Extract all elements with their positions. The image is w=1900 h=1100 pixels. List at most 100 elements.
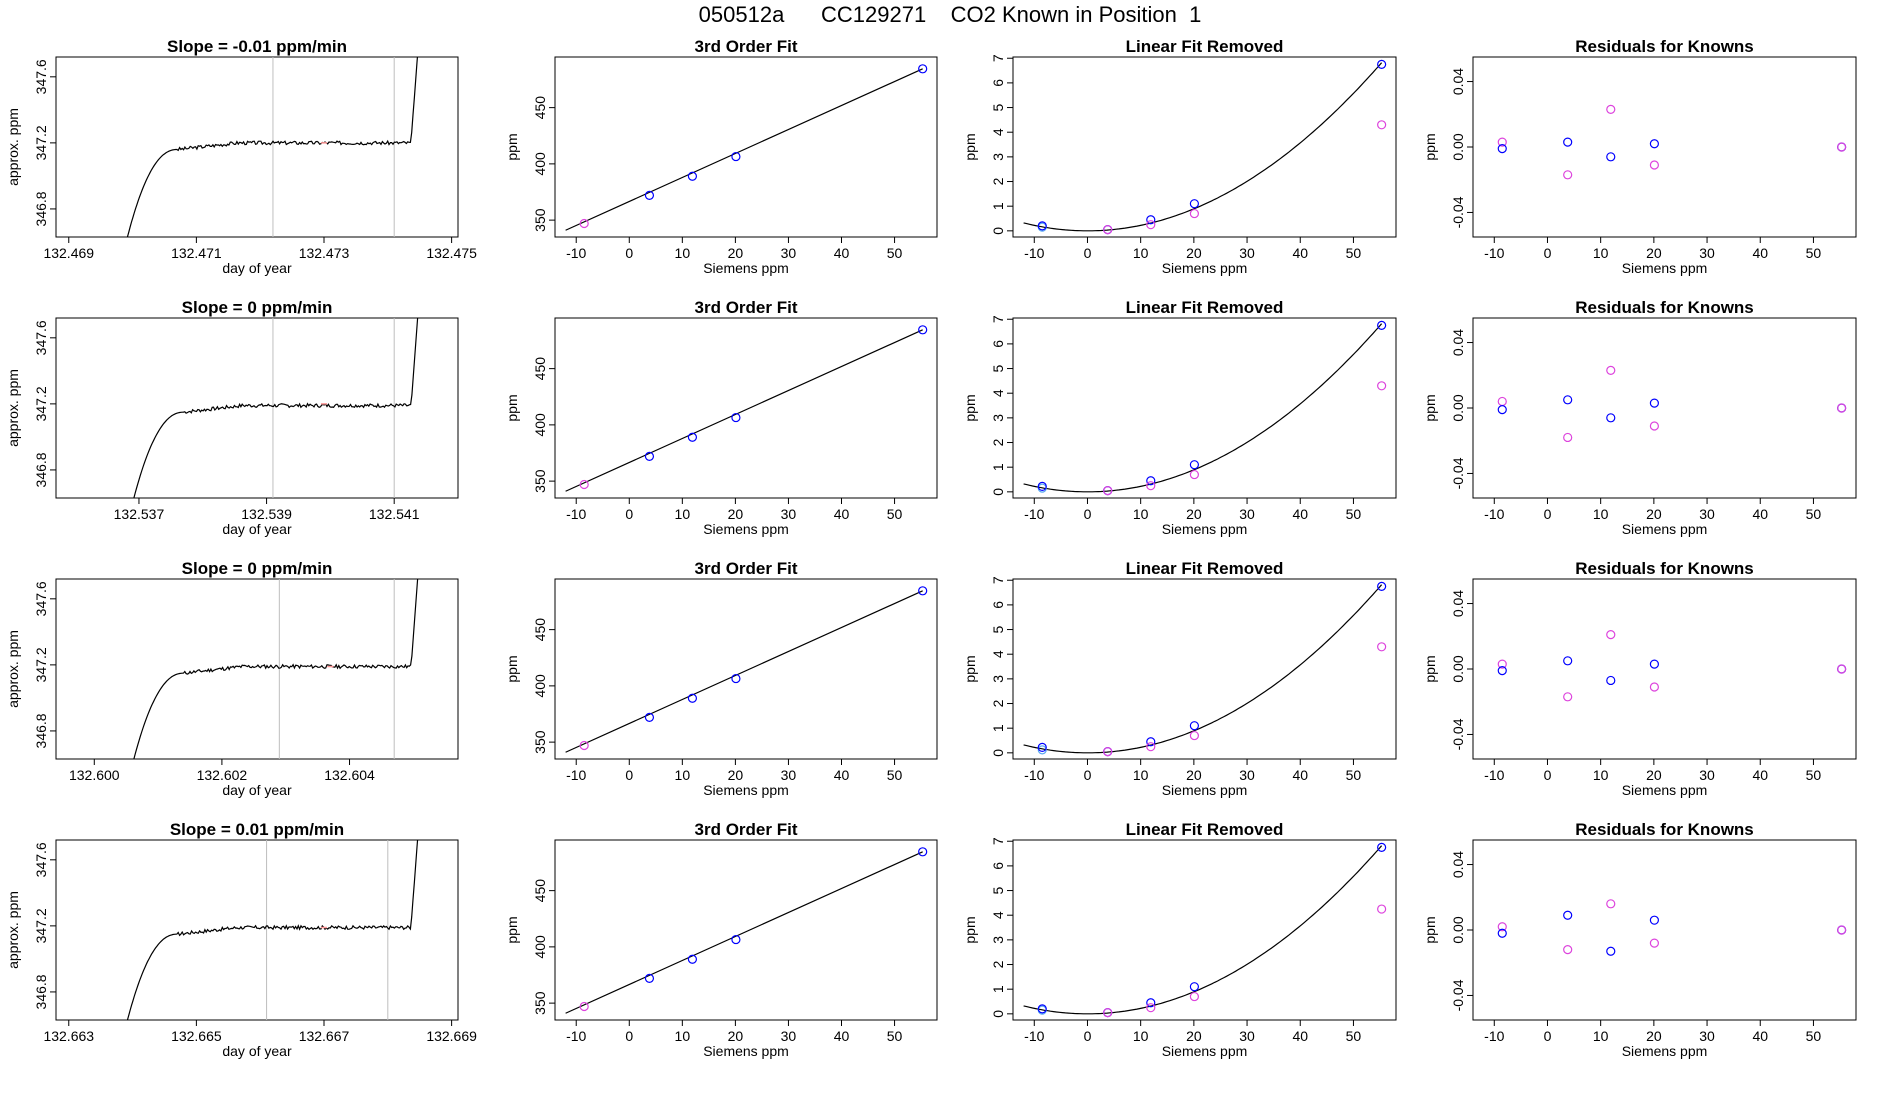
data-point bbox=[1837, 664, 1847, 674]
data-point bbox=[1146, 998, 1156, 1008]
x-tick-label: 50 bbox=[1346, 245, 1362, 261]
data-point bbox=[1146, 737, 1156, 747]
x-tick-label: 132.537 bbox=[114, 506, 165, 522]
x-tick-label: 132.602 bbox=[197, 767, 248, 783]
data-point bbox=[644, 190, 655, 200]
x-tick-label: 132.665 bbox=[171, 1028, 222, 1044]
x-axis-label: Siemens ppm bbox=[1162, 782, 1248, 798]
y-tick-label: 350 bbox=[532, 730, 548, 754]
data-point bbox=[1497, 396, 1507, 407]
y-tick-label: 346.8 bbox=[33, 452, 49, 487]
data-point bbox=[1497, 666, 1507, 676]
data-point bbox=[1037, 745, 1047, 755]
data-point bbox=[731, 673, 741, 684]
y-tick-label: 3 bbox=[990, 936, 1006, 944]
fit-line bbox=[565, 851, 923, 1014]
plot-frame bbox=[55, 839, 459, 1021]
chart-panel-r3c0: Slope = 0.01 ppm/min 132.663 132.665 132.66… bbox=[5, 820, 477, 1059]
x-axis-label: Siemens ppm bbox=[1622, 260, 1708, 276]
y-tick-label: 400 bbox=[532, 935, 548, 959]
x-tick-label: -10 bbox=[1024, 245, 1044, 261]
x-tick-label: 10 bbox=[675, 1028, 691, 1044]
data-point bbox=[687, 432, 698, 442]
plot-frame bbox=[55, 578, 459, 760]
y-tick-label: 347.6 bbox=[33, 320, 49, 355]
x-axis-label: day of year bbox=[222, 260, 292, 276]
y-tick-label: 347.6 bbox=[33, 59, 49, 94]
y-axis-label: ppm bbox=[962, 916, 978, 943]
chart-title: Slope = 0 ppm/min bbox=[182, 559, 333, 578]
x-axis-label: Siemens ppm bbox=[1162, 1043, 1248, 1059]
data-point bbox=[1649, 682, 1659, 692]
data-point bbox=[1146, 215, 1156, 225]
concentration-trace bbox=[133, 318, 419, 498]
x-tick-label: 0 bbox=[1084, 506, 1092, 522]
x-tick-label: 0 bbox=[1084, 767, 1092, 783]
y-tick-label: 347.6 bbox=[33, 842, 49, 877]
chart-panel-r0c2: Linear Fit Removed-10 0 10 20 30 40 50Siemens … bbox=[962, 37, 1397, 276]
y-tick-label: 0 bbox=[990, 749, 1006, 757]
x-tick-label: 10 bbox=[1133, 1028, 1149, 1044]
x-tick-label: -10 bbox=[566, 767, 586, 783]
fit-line bbox=[565, 68, 923, 231]
data-point bbox=[1837, 403, 1847, 413]
x-tick-label: 40 bbox=[834, 1028, 850, 1044]
y-axis-label: ppm bbox=[1422, 394, 1438, 421]
data-point bbox=[1497, 144, 1507, 154]
chart-title: Linear Fit Removed bbox=[1126, 298, 1284, 317]
data-point bbox=[1649, 915, 1659, 925]
x-tick-label: 10 bbox=[1593, 245, 1609, 261]
x-tick-label: 30 bbox=[1699, 245, 1715, 261]
fit-curve bbox=[1023, 584, 1383, 754]
data-point bbox=[1377, 381, 1387, 391]
data-point bbox=[1377, 320, 1387, 330]
y-tick-label: 0.04 bbox=[1450, 68, 1466, 95]
x-tick-label: 0 bbox=[1544, 245, 1552, 261]
chart-panel-r2c2: Linear Fit Removed-10 0 10 20 30 40 50Siemens … bbox=[962, 559, 1397, 798]
chart-panel-r0c1: 3rd Order Fit -10 0 10 20 30 40 50 Siemens ppm 35… bbox=[504, 37, 938, 276]
data-point bbox=[1189, 721, 1199, 731]
chart-panel-r1c3: Residuals for Knowns -10 0 10 20 30 40 50 Siemen… bbox=[1422, 298, 1857, 537]
x-tick-label: 40 bbox=[834, 767, 850, 783]
x-tick-label: 132.473 bbox=[299, 245, 350, 261]
data-point bbox=[1497, 928, 1507, 938]
data-point bbox=[1606, 946, 1616, 956]
x-tick-label: 10 bbox=[675, 767, 691, 783]
chart-title: 3rd Order Fit bbox=[695, 559, 798, 578]
x-tick-label: 20 bbox=[728, 767, 744, 783]
data-point bbox=[1189, 460, 1199, 470]
x-tick-label: -10 bbox=[1024, 506, 1044, 522]
y-axis-label: approx. ppm bbox=[5, 630, 21, 708]
x-tick-label: -10 bbox=[1024, 1028, 1044, 1044]
y-axis-label: ppm bbox=[1422, 133, 1438, 160]
plot-frame bbox=[1472, 317, 1857, 499]
data-point bbox=[579, 740, 589, 751]
data-point bbox=[644, 712, 655, 722]
data-point bbox=[1606, 899, 1616, 909]
y-tick-label: 3 bbox=[990, 414, 1006, 422]
data-point bbox=[1606, 365, 1616, 375]
chart-panel-r0c3: Residuals for Knowns -10 0 10 20 30 40 50 Siemen… bbox=[1422, 37, 1857, 276]
x-tick-label: 30 bbox=[1699, 767, 1715, 783]
y-tick-label: 4 bbox=[990, 650, 1006, 658]
y-tick-label: 4 bbox=[990, 911, 1006, 919]
x-tick-label: 132.539 bbox=[241, 506, 292, 522]
x-axis-label: Siemens ppm bbox=[1622, 521, 1708, 537]
data-point bbox=[687, 954, 698, 964]
y-tick-label: 0 bbox=[990, 488, 1006, 496]
figure-title: 050512a CC129271 CO2 Known in Position 1 bbox=[698, 2, 1202, 27]
data-point bbox=[731, 934, 741, 945]
x-tick-label: 132.604 bbox=[324, 767, 375, 783]
y-axis-label: approx. ppm bbox=[5, 108, 21, 186]
x-tick-label: 40 bbox=[1292, 1028, 1308, 1044]
x-tick-label: 20 bbox=[1186, 506, 1202, 522]
x-tick-label: 40 bbox=[1752, 506, 1768, 522]
y-tick-label: 0 bbox=[990, 227, 1006, 235]
x-axis-label: day of year bbox=[222, 521, 292, 537]
x-tick-label: 50 bbox=[1346, 767, 1362, 783]
data-point bbox=[1189, 730, 1199, 741]
y-tick-label: 6 bbox=[990, 79, 1006, 87]
x-tick-label: 30 bbox=[1239, 1028, 1255, 1044]
data-point bbox=[1837, 925, 1847, 935]
data-point bbox=[1563, 137, 1573, 147]
